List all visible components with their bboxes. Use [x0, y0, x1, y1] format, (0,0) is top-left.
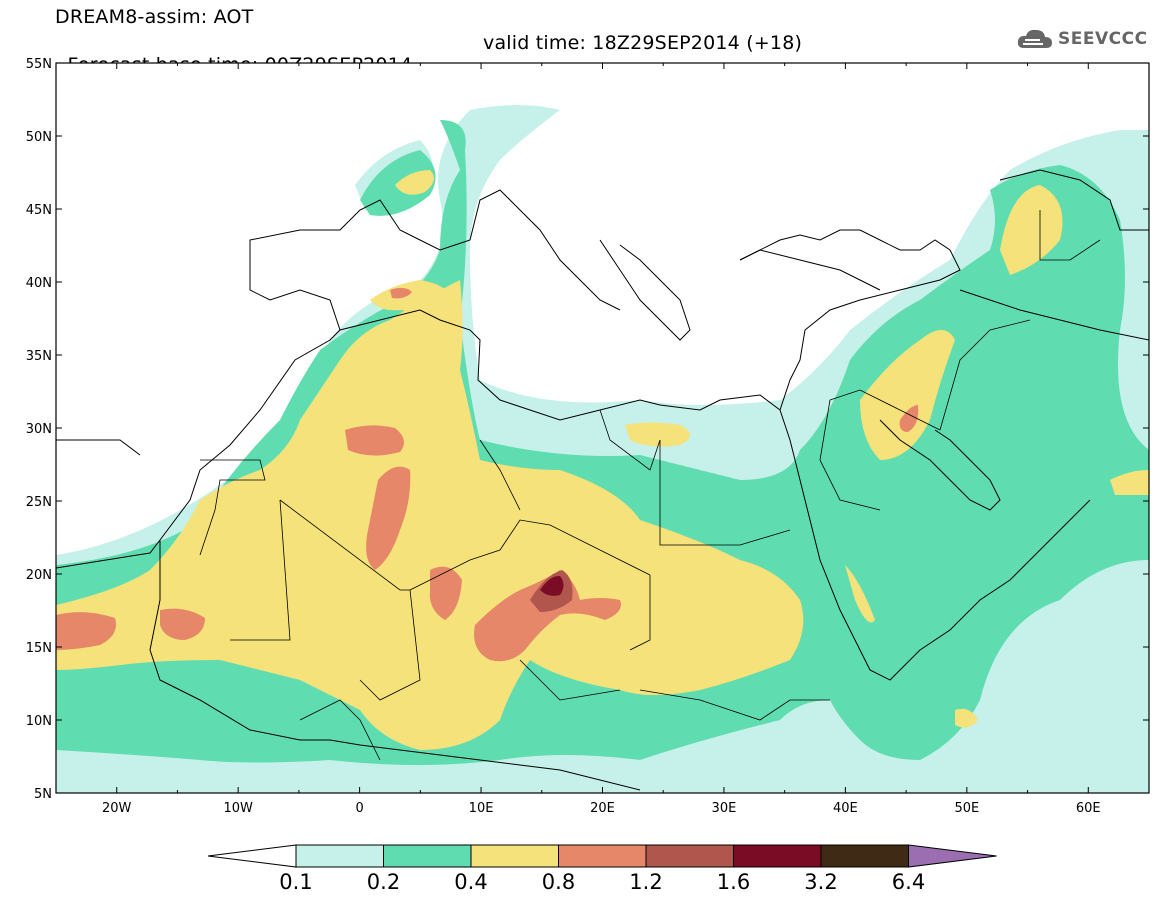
aot-level-1.6 — [540, 575, 564, 596]
colorbar-swatch — [645, 844, 734, 868]
colorbar-swatch — [470, 844, 559, 868]
valid-time: valid time: 18Z29SEP2014 (+18) — [483, 32, 803, 54]
lat-tick-label: 25N — [26, 495, 52, 510]
map-title: DREAM8-assim: AOT — [55, 6, 254, 28]
lat-tick-label: 20N — [26, 568, 52, 583]
lat-tick-label: 5N — [34, 787, 52, 802]
colorbar-level-label: 1.2 — [629, 870, 662, 894]
lat-tick-label: 40N — [26, 276, 52, 291]
colorbar-under-triangle — [207, 844, 297, 868]
colorbar: 0.1 0.2 0.4 0.8 1.2 1.6 3.2 6.4 — [207, 844, 997, 894]
lon-tick-label: 20E — [590, 801, 615, 816]
cloud-icon — [1017, 29, 1052, 48]
colorbar-swatch — [820, 844, 909, 868]
lon-tick-label: 30E — [712, 801, 737, 816]
colorbar-level-label: 0.1 — [279, 870, 312, 894]
colorbar-level-label: 1.6 — [717, 870, 750, 894]
colorbar-swatch — [383, 844, 472, 868]
colorbar-swatch — [295, 844, 384, 868]
aot-level-0.8 — [56, 287, 919, 662]
lon-tick-label: 20W — [102, 801, 132, 816]
colorbar-swatch — [733, 844, 822, 868]
lon-tick-label: 10W — [223, 801, 253, 816]
country-borders — [199, 210, 1101, 761]
colorbar-over-triangle — [908, 844, 997, 868]
seevccc-logo: SEEVCCC — [1016, 24, 1148, 54]
colorbar-level-label: 0.4 — [454, 870, 487, 894]
lon-tick-label: 0 — [355, 801, 363, 816]
lat-tick-label: 35N — [26, 349, 52, 364]
colorbar-swatch — [558, 844, 647, 868]
latitude-axis: 55N 50N 45N 40N 35N 30N 25N 20N 15N 10N 5N — [26, 57, 1149, 802]
longitude-axis: 20W 10W 0 10E 20E 30E 40E 50E 60E — [55, 63, 1150, 816]
aot-level-0.4 — [56, 170, 1149, 750]
aot-field — [56, 63, 1149, 793]
coastlines — [56, 169, 1149, 791]
lat-tick-label: 10N — [26, 714, 52, 729]
lon-tick-label: 50E — [954, 801, 979, 816]
colorbar-level-label: 0.8 — [542, 870, 575, 894]
lon-tick-label: 60E — [1076, 801, 1101, 816]
lon-tick-label: 10E — [469, 801, 494, 816]
lat-tick-label: 45N — [26, 203, 52, 218]
colorbar-level-label: 6.4 — [892, 870, 925, 894]
lat-tick-label: 50N — [26, 130, 52, 145]
lat-tick-label: 15N — [26, 641, 52, 656]
colorbar-level-label: 0.2 — [367, 870, 400, 894]
lon-tick-label: 40E — [833, 801, 858, 816]
lat-tick-label: 30N — [26, 422, 52, 437]
lat-tick-label: 55N — [26, 57, 52, 72]
colorbar-level-label: 3.2 — [804, 870, 837, 894]
logo-text: SEEVCCC — [1058, 29, 1148, 49]
